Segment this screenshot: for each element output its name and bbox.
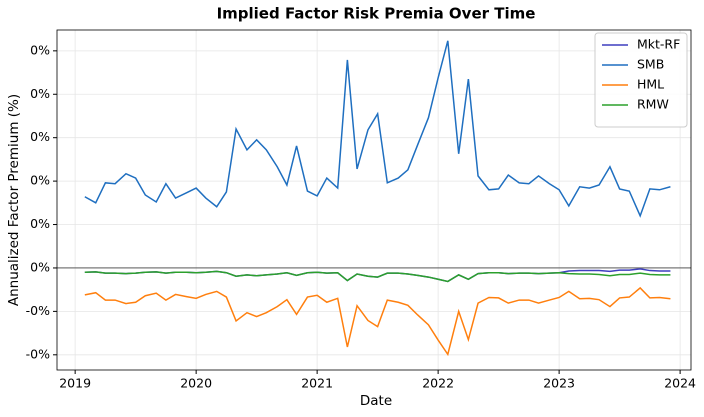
plot-frame [56, 29, 692, 371]
x-tick-label: 2020 [180, 376, 212, 391]
legend-label: HML [637, 77, 664, 92]
series-line [84, 270, 671, 283]
y-tick-label: -0% [26, 346, 50, 361]
legend-box [594, 32, 688, 128]
x-tick-label: 2019 [59, 376, 91, 391]
x-tick-label: 2021 [301, 376, 333, 391]
x-axis-label: Date [360, 393, 392, 409]
y-tick-label: 0% [30, 129, 50, 144]
y-tick-label: 0% [30, 173, 50, 188]
y-axis-label: Annualized Factor Premium (%) [6, 94, 22, 306]
y-tick-label: 0% [30, 42, 50, 57]
y-tick-label: 0% [30, 259, 50, 274]
y-tick-label: 0% [30, 86, 50, 101]
legend-label: Mkt-RF [637, 37, 680, 52]
x-tick-label: 2024 [664, 376, 696, 391]
x-tick-label: 2022 [422, 376, 454, 391]
chart-title: Implied Factor Risk Premia Over Time [217, 5, 536, 23]
series-line [84, 40, 671, 218]
legend-label: SMB [637, 57, 664, 72]
y-tick-label: -0% [26, 303, 50, 318]
series-line [84, 268, 671, 283]
x-tick-label: 2023 [543, 376, 575, 391]
legend-label: RMW [637, 97, 669, 112]
series-line [84, 286, 671, 357]
legend: Mkt-RF SMB HML RMW [594, 32, 688, 128]
y-tick-label: 0% [30, 216, 50, 231]
